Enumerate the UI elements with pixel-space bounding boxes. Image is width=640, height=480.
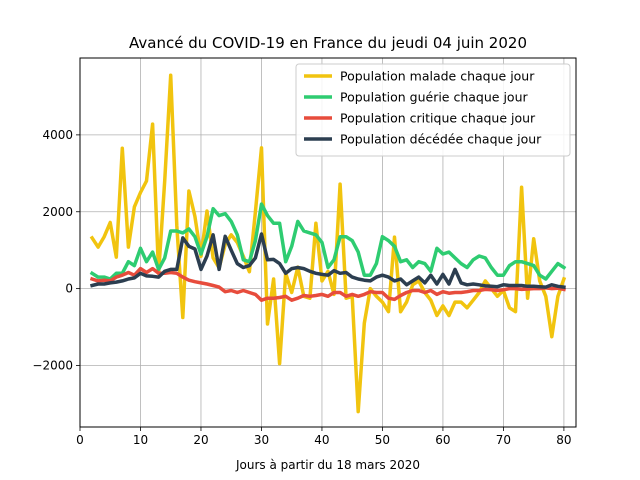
plot-frame — [79, 57, 577, 428]
y-tick-label: 0 — [65, 282, 73, 296]
x-tick-label: 40 — [314, 433, 329, 447]
legend-label: Population décédée chaque jour — [340, 132, 542, 147]
x-tick-label: 20 — [193, 433, 208, 447]
x-tick-label: 60 — [435, 433, 450, 447]
legend-box — [295, 63, 571, 157]
x-tick-label: 30 — [254, 433, 269, 447]
series-line-4 — [89, 232, 566, 290]
x-axis-label: Jours à partir du 18 mars 2020 — [235, 458, 420, 472]
y-tick-label: −2000 — [32, 359, 73, 373]
x-tick-label: 50 — [375, 433, 390, 447]
series-line-2 — [89, 202, 567, 281]
axis-ticks: 0 10 20 30 40 50 60 70 80 −2000 0 2000 4000 — [32, 128, 571, 447]
chart-title: Avancé du COVID-19 en France du jeudi 04… — [129, 34, 527, 52]
plot-series — [89, 73, 567, 414]
series-line-1 — [89, 73, 567, 414]
legend-label: Population critique chaque jour — [340, 111, 536, 126]
x-tick-label: 0 — [76, 433, 84, 447]
legend-label: Population malade chaque jour — [340, 69, 535, 84]
legend: Population malade chaque jour Population … — [295, 63, 571, 157]
y-tick-label: 4000 — [42, 128, 73, 142]
legend-label: Population guérie chaque jour — [340, 90, 528, 105]
y-tick-label: 2000 — [42, 205, 73, 219]
series-line-3 — [89, 266, 566, 302]
x-tick-label: 10 — [133, 433, 148, 447]
x-tick-label: 70 — [496, 433, 511, 447]
x-tick-label: 80 — [556, 433, 571, 447]
